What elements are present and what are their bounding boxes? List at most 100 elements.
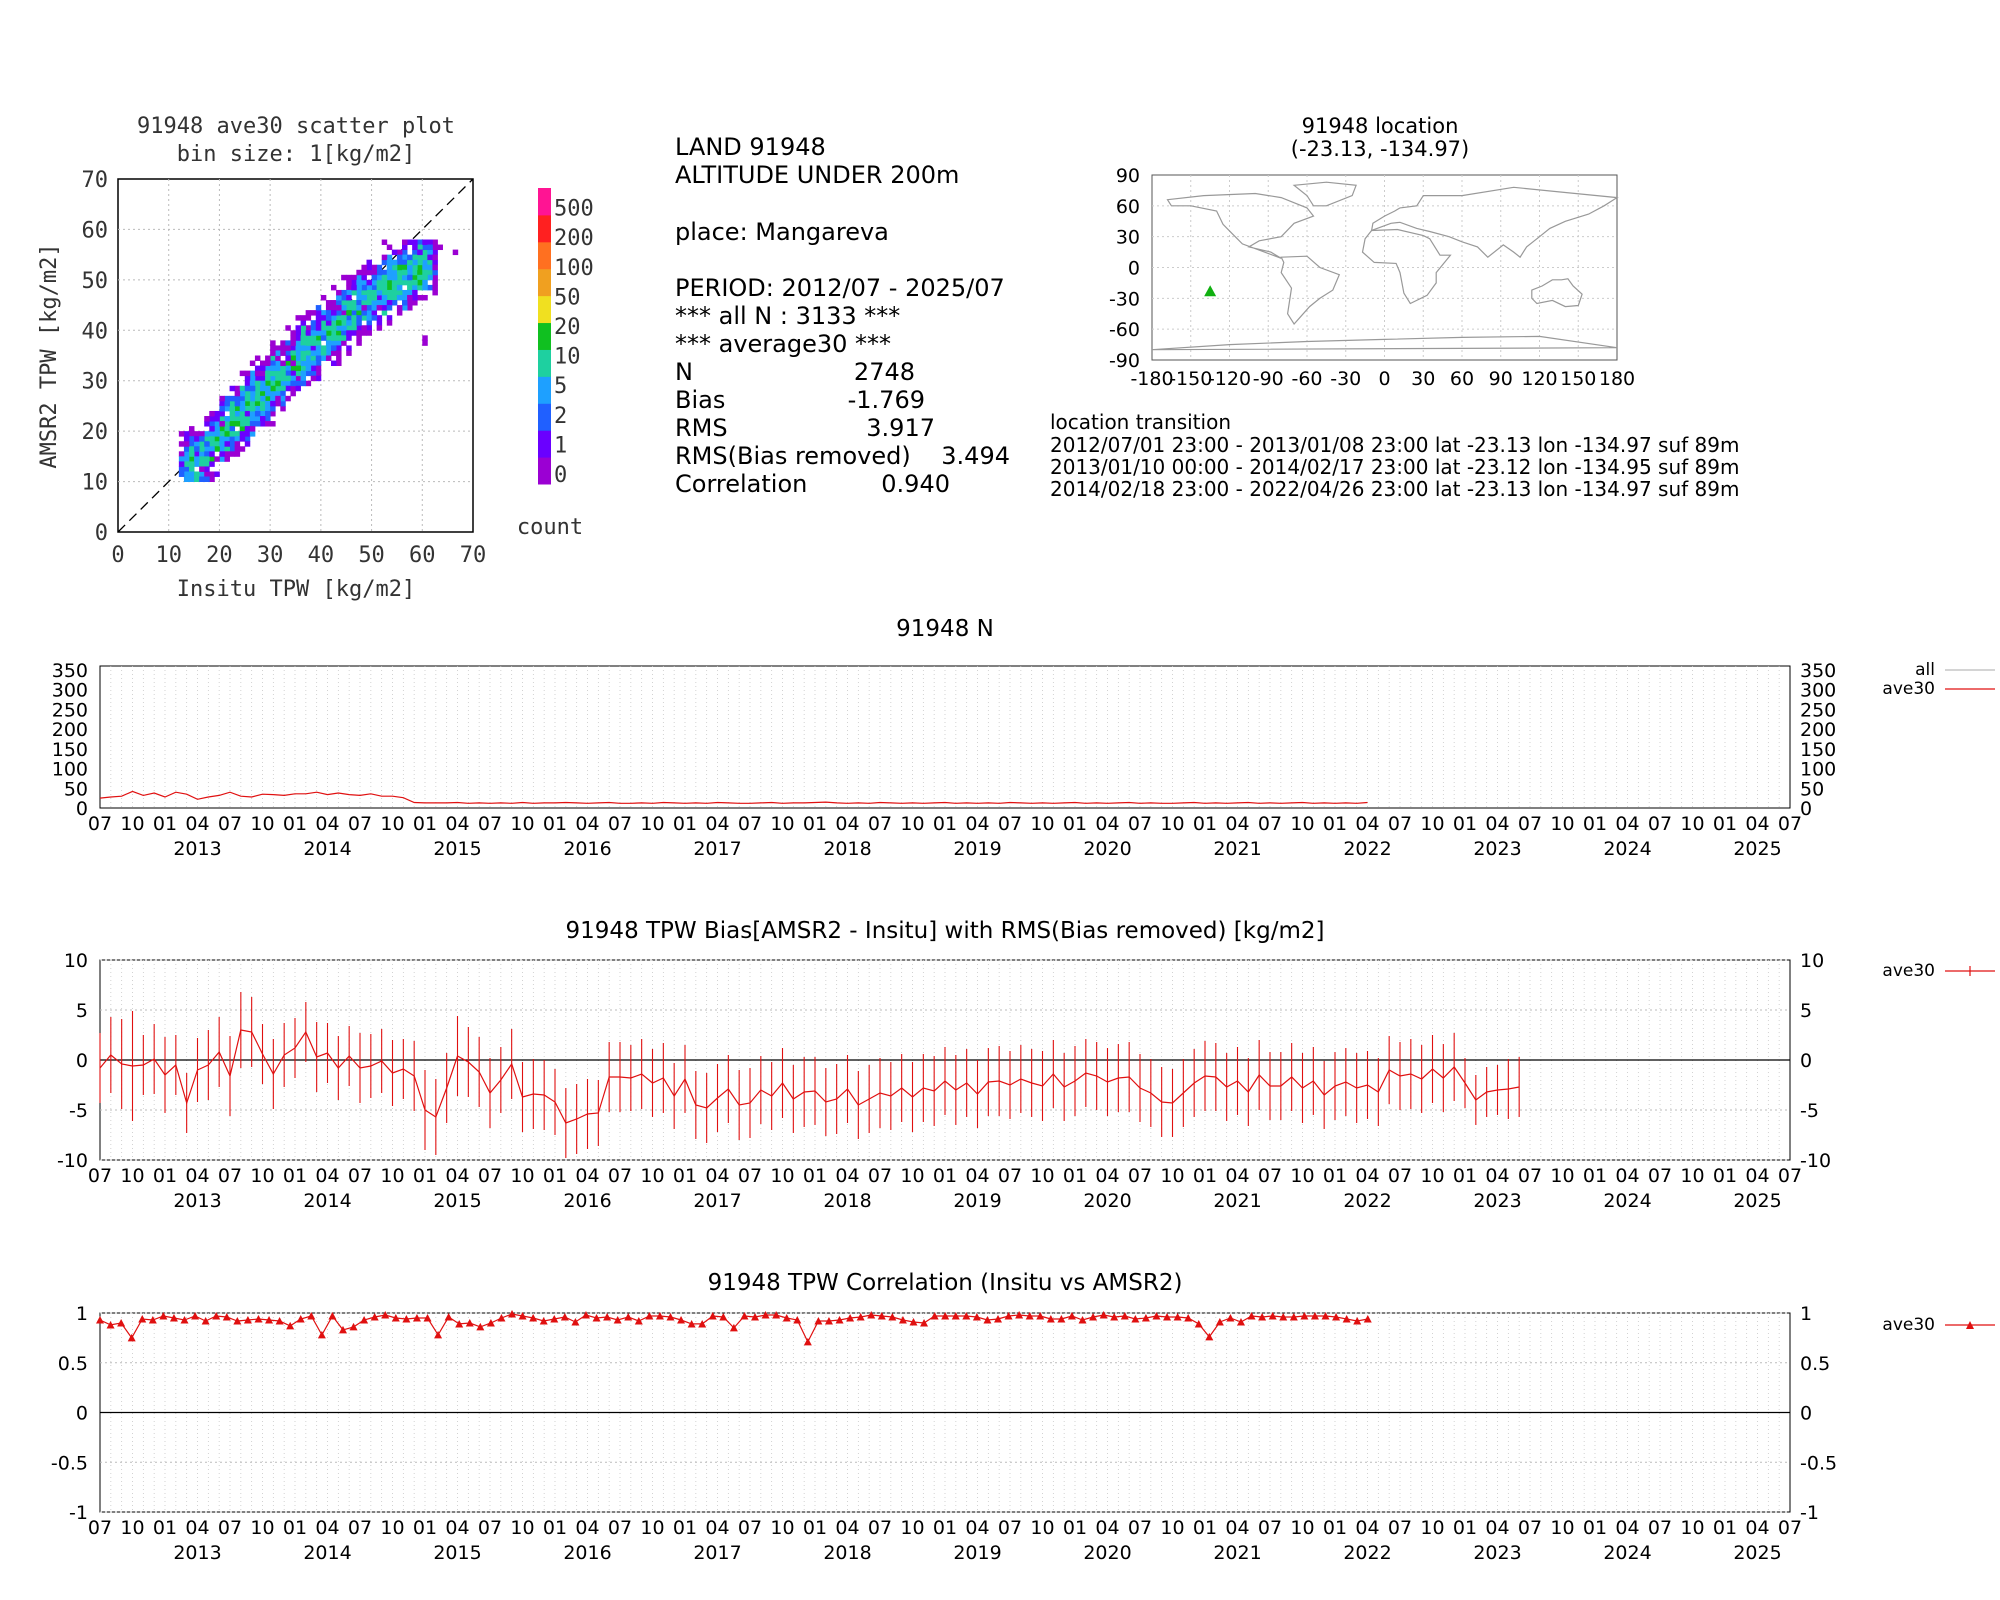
scatter-bin — [315, 355, 322, 361]
scatter-bin — [209, 421, 215, 427]
scatter-bin — [331, 310, 337, 316]
scatter-bin — [381, 254, 388, 261]
month-tick: 07 — [1648, 1517, 1672, 1539]
scatter-bin — [422, 254, 428, 261]
stats-row-label: RMS(Bias removed) — [675, 442, 911, 470]
month-tick: 07 — [998, 813, 1022, 835]
scatter-bin — [351, 305, 357, 311]
panel-ytick-left: 1 — [76, 1303, 88, 1325]
scatter-bin — [427, 284, 433, 291]
scatter-bin — [270, 340, 276, 346]
scatter-bin — [315, 375, 322, 382]
month-tick: 10 — [1030, 1165, 1054, 1187]
month-tick: 07 — [998, 1517, 1022, 1539]
scatter-bin — [244, 436, 251, 442]
scatter-bin — [183, 431, 190, 437]
corr-point — [455, 1319, 464, 1328]
scatter-bin — [199, 456, 205, 462]
scatter-bin — [432, 279, 438, 286]
month-tick: 07 — [478, 1517, 502, 1539]
panel-ytick-left: 5 — [76, 1000, 88, 1022]
month-tick: 10 — [1030, 813, 1054, 835]
month-tick: 01 — [933, 813, 957, 835]
corr-point — [402, 1314, 411, 1323]
scatter-bin — [249, 426, 256, 432]
month-tick: 10 — [900, 1517, 924, 1539]
month-tick: 07 — [1648, 1165, 1672, 1187]
month-tick: 07 — [868, 1517, 892, 1539]
corr-point — [180, 1315, 189, 1324]
scatter-bin — [346, 279, 352, 286]
month-tick: 01 — [1453, 813, 1477, 835]
colorbar-segment — [538, 241, 551, 270]
map-ytick: -60 — [1109, 319, 1140, 341]
corr-point — [497, 1313, 506, 1322]
scatter-bin — [396, 279, 403, 286]
month-tick: 10 — [770, 813, 794, 835]
scatter-bin — [183, 436, 190, 442]
scatter-bin — [305, 310, 312, 316]
scatter-bin — [336, 325, 342, 331]
scatter-bin — [260, 390, 266, 397]
panel-ytick-right: -1 — [1800, 1502, 1819, 1524]
scatter-bin — [381, 294, 388, 301]
month-tick: 10 — [900, 813, 924, 835]
scatter-bin — [341, 274, 347, 281]
colorbar-segment — [538, 430, 551, 458]
corr-point — [1120, 1311, 1129, 1320]
scatter-bin — [407, 274, 413, 281]
scatter-bin — [224, 441, 230, 447]
month-tick: 10 — [1420, 813, 1444, 835]
colorbar-label: 200 — [554, 226, 594, 251]
scatter-bin — [351, 325, 357, 331]
scatter-bin — [432, 264, 438, 271]
scatter-bin — [310, 320, 317, 326]
corr-point — [898, 1315, 907, 1324]
scatter-bin — [341, 310, 347, 316]
scatter-bin — [331, 350, 337, 356]
scatter-bin — [229, 410, 236, 417]
month-tick: 10 — [250, 1517, 274, 1539]
scatter-bin — [234, 451, 241, 457]
scatter-bin — [432, 269, 438, 276]
year-label: 2019 — [953, 1190, 1001, 1212]
scatter-bin — [275, 355, 281, 361]
scatter-bin — [407, 284, 413, 291]
month-tick: 07 — [218, 1517, 242, 1539]
month-tick: 04 — [1095, 1165, 1119, 1187]
month-tick: 07 — [738, 813, 762, 835]
scatter-bin — [320, 315, 327, 321]
scatter-bin — [386, 320, 393, 326]
scatter-bin — [239, 431, 246, 437]
month-tick: 04 — [1485, 1517, 1509, 1539]
scatter-bin — [336, 300, 342, 306]
scatter-xtick: 30 — [257, 543, 284, 568]
scatter-bin — [381, 310, 388, 316]
scatter-bin — [407, 300, 413, 306]
month-tick: 01 — [1063, 813, 1087, 835]
month-tick: 04 — [705, 813, 729, 835]
scatter-bin — [270, 400, 276, 407]
scatter-bin — [290, 370, 296, 377]
scatter-bin — [300, 320, 307, 326]
scatter-bin — [331, 305, 337, 311]
scatter-bin — [270, 405, 276, 412]
scatter-bin — [300, 335, 307, 341]
scatter-bin — [427, 244, 433, 251]
scatter-bin — [325, 315, 332, 321]
scatter-bin — [356, 269, 362, 276]
month-tick: 01 — [413, 813, 437, 835]
scatter-bin — [381, 289, 388, 296]
month-tick: 01 — [1713, 813, 1737, 835]
scatter-bin — [285, 375, 291, 382]
scatter-bin — [249, 375, 256, 382]
scatter-bin — [270, 350, 276, 356]
continent-outline — [1280, 255, 1341, 325]
scatter-bin — [331, 340, 337, 346]
scatter-bin — [260, 395, 266, 402]
scatter-bin — [412, 254, 418, 261]
scatter-bin — [285, 360, 291, 367]
scatter-bin — [381, 259, 388, 266]
corr-point — [951, 1311, 960, 1320]
